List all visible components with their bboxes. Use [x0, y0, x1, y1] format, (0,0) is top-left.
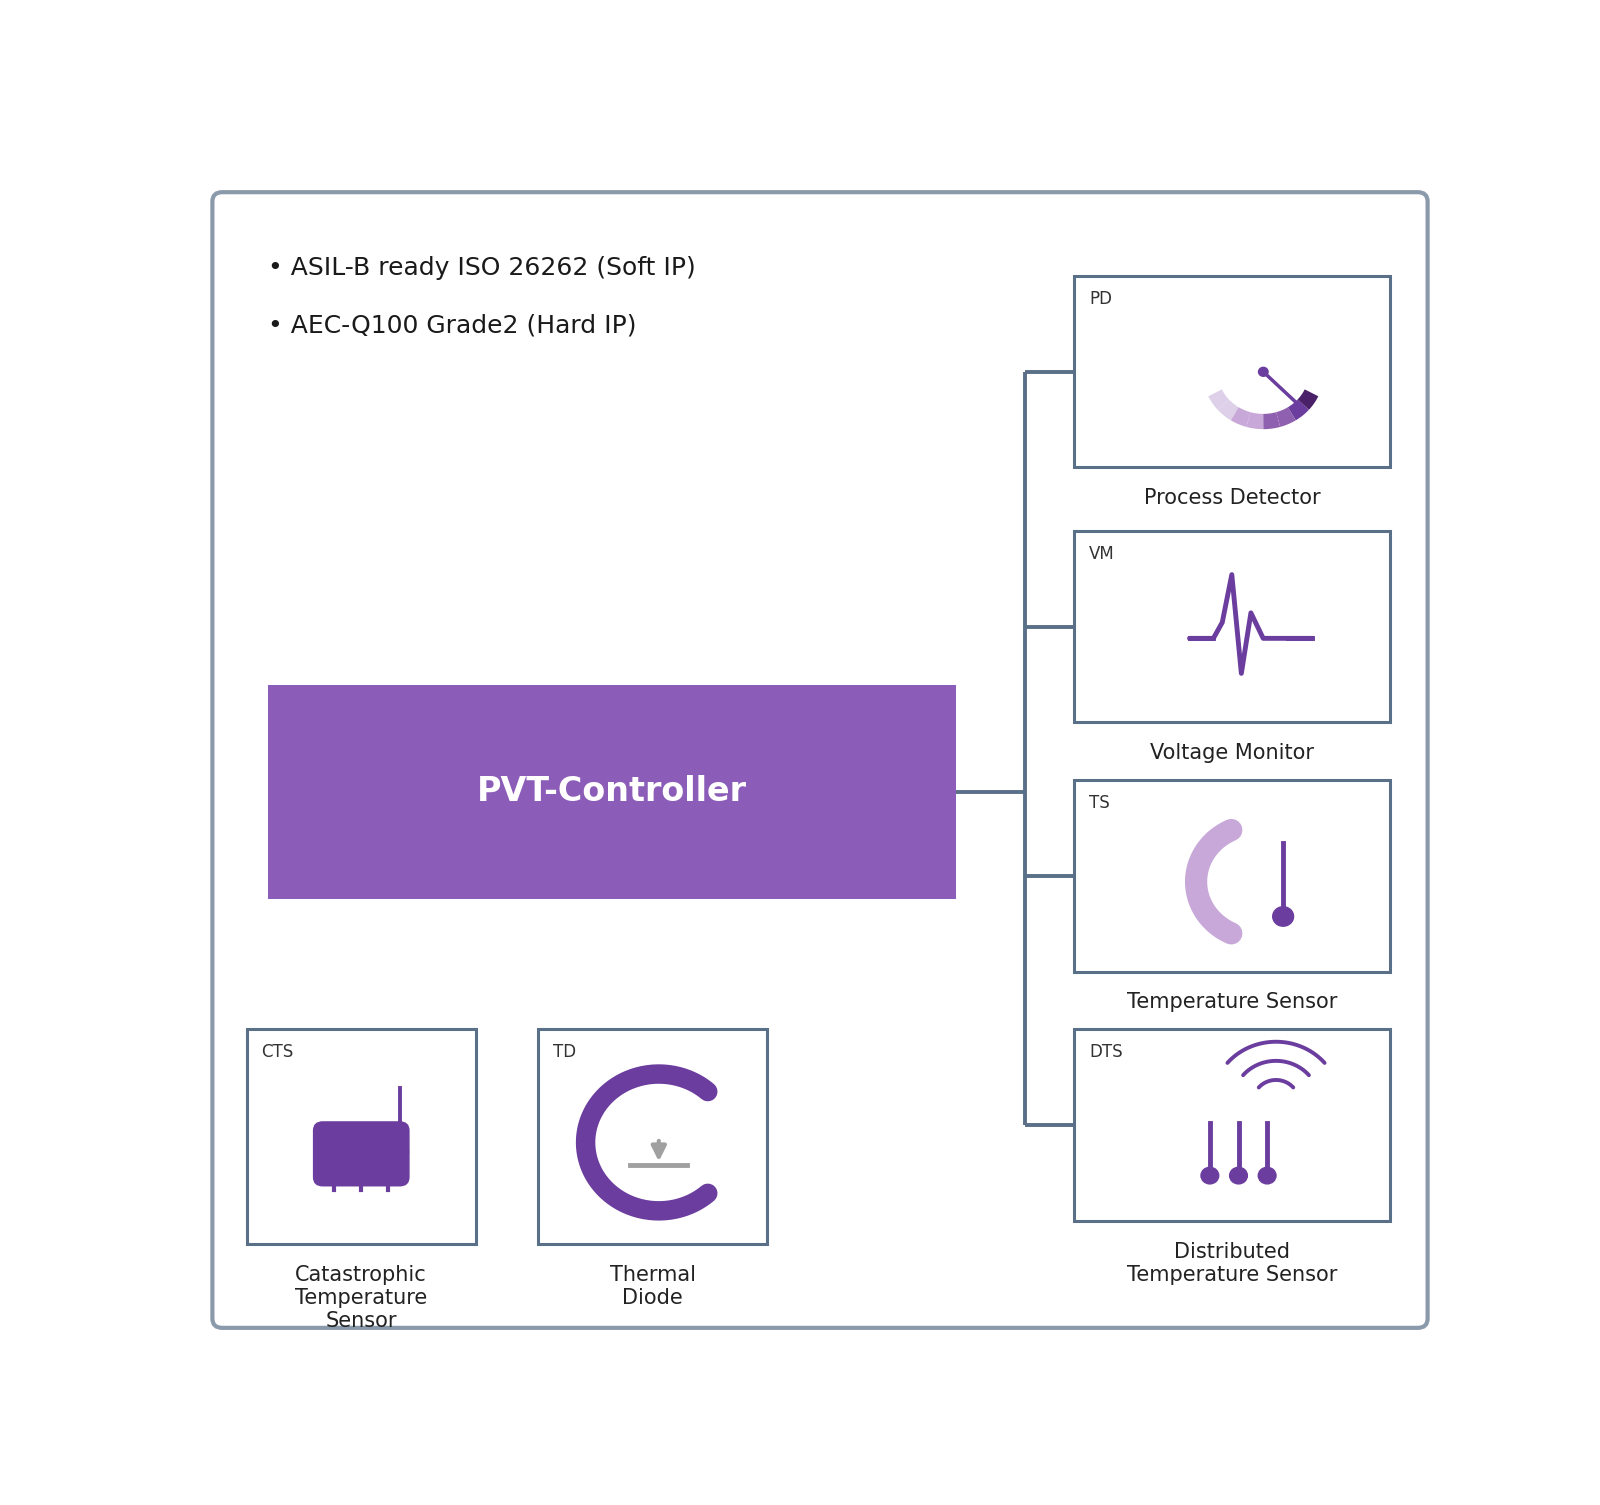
Circle shape — [1258, 1168, 1277, 1184]
Text: • ASIL-B ready ISO 26262 (Soft IP): • ASIL-B ready ISO 26262 (Soft IP) — [269, 256, 696, 280]
Bar — [1074, 531, 1390, 722]
Circle shape — [1272, 906, 1293, 926]
Text: CTS: CTS — [261, 1043, 294, 1061]
Bar — [246, 1029, 475, 1243]
Text: PD: PD — [1090, 290, 1112, 309]
Bar — [1074, 780, 1390, 972]
Text: Catastrophic
Temperature
Sensor: Catastrophic Temperature Sensor — [294, 1264, 427, 1330]
Circle shape — [1202, 1168, 1219, 1184]
Circle shape — [1230, 1168, 1248, 1184]
Bar — [538, 1029, 768, 1243]
FancyBboxPatch shape — [314, 1121, 410, 1186]
Bar — [1074, 277, 1390, 468]
Text: Process Detector: Process Detector — [1144, 488, 1320, 509]
Text: TD: TD — [552, 1043, 576, 1061]
Text: TS: TS — [1090, 795, 1110, 813]
Text: Distributed
Temperature Sensor: Distributed Temperature Sensor — [1126, 1242, 1338, 1285]
Text: Voltage Monitor: Voltage Monitor — [1150, 743, 1314, 763]
Circle shape — [390, 1144, 408, 1160]
FancyBboxPatch shape — [213, 193, 1427, 1327]
Circle shape — [1259, 367, 1269, 376]
Text: Temperature Sensor: Temperature Sensor — [1126, 992, 1338, 1013]
Text: Thermal
Diode: Thermal Diode — [610, 1264, 696, 1308]
Bar — [269, 685, 957, 898]
Text: DTS: DTS — [1090, 1043, 1123, 1061]
Text: PVT-Controller: PVT-Controller — [477, 775, 747, 808]
Bar — [1074, 1029, 1390, 1221]
Text: VM: VM — [1090, 545, 1115, 563]
Text: • AEC-Q100 Grade2 (Hard IP): • AEC-Q100 Grade2 (Hard IP) — [269, 315, 637, 337]
